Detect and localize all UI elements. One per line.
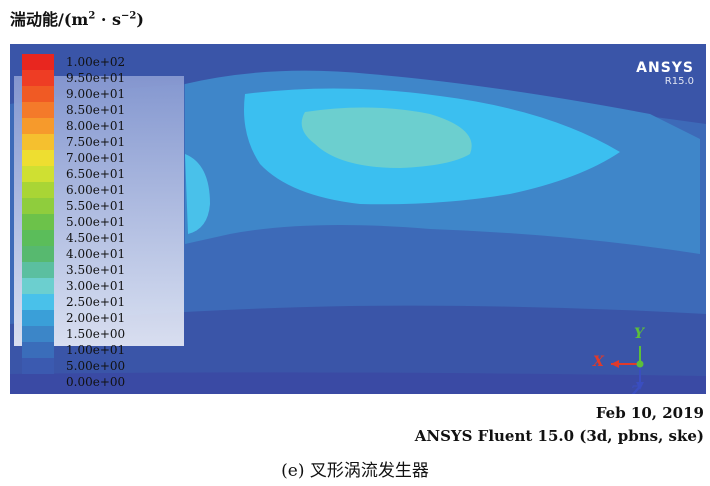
legend-swatch: [22, 54, 54, 70]
axis-triad-icon: [611, 346, 644, 390]
legend-label: 2.50e+01: [66, 295, 126, 309]
legend-label: 5.00e+01: [66, 215, 126, 229]
legend-label: 5.00e+00: [66, 359, 126, 373]
legend-swatch: [22, 342, 54, 358]
axis-z-label: Z: [631, 384, 642, 396]
axis-y-label: Y: [634, 326, 644, 342]
legend-label: 1.00e+02: [66, 55, 126, 69]
legend-swatch: [22, 214, 54, 230]
contour-viewport[interactable]: 1.00e+02 9.50e+01 9.00e+01 8.50e+01 8.00e+01…: [10, 44, 706, 396]
legend-swatch: [22, 134, 54, 150]
legend-swatch: [22, 86, 54, 102]
colorbar-legend: 1.00e+02 9.50e+01 9.00e+01 8.50e+01 8.00e+01…: [14, 54, 184, 390]
legend-swatch: [22, 70, 54, 86]
brand-name: ANSYS: [636, 60, 694, 76]
axis-triad[interactable]: Y X Z: [585, 326, 665, 396]
legend-swatch: [22, 310, 54, 326]
contour-field: [10, 44, 706, 396]
legend-swatch: [22, 278, 54, 294]
legend-swatch: [22, 326, 54, 342]
axis-x-label: X: [593, 354, 604, 370]
legend-swatch: [22, 118, 54, 134]
legend-swatches: [22, 54, 54, 390]
legend-swatch: [22, 262, 54, 278]
legend-label: 7.50e+01: [66, 135, 126, 149]
legend-label: 9.50e+01: [66, 71, 126, 85]
legend-label: 1.50e+00: [66, 327, 126, 341]
legend-swatch: [22, 198, 54, 214]
legend-label: 5.50e+01: [66, 199, 126, 213]
legend-swatch: [22, 294, 54, 310]
legend-label: 3.50e+01: [66, 263, 126, 277]
brand-version: R15.0: [664, 76, 694, 87]
legend-label: 4.50e+01: [66, 231, 126, 245]
colorbar-title: 湍动能/(m2 · s−2): [10, 10, 144, 29]
legend-swatch: [22, 150, 54, 166]
legend-swatch: [22, 102, 54, 118]
legend-label: 9.00e+01: [66, 87, 126, 101]
ansys-logo: ANSYS R15.0: [636, 60, 694, 87]
legend-swatch: [22, 374, 54, 390]
legend-label: 4.00e+01: [66, 247, 126, 261]
legend-label: 8.50e+01: [66, 103, 126, 117]
legend-swatch: [22, 230, 54, 246]
legend-label: 6.50e+01: [66, 167, 126, 181]
figure-caption: (e) 叉形涡流发生器: [281, 461, 429, 481]
legend-label: 1.00e+01: [66, 343, 126, 357]
viewport-bottom-margin: [10, 394, 706, 404]
legend-label: 0.00e+00: [66, 375, 126, 389]
footer-software: ANSYS Fluent 15.0 (3d, pbns, ske): [414, 427, 704, 445]
legend-label: 2.00e+01: [66, 311, 126, 325]
legend-swatch: [22, 182, 54, 198]
legend-swatch: [22, 246, 54, 262]
legend-label: 6.00e+01: [66, 183, 126, 197]
legend-labels: 1.00e+02 9.50e+01 9.00e+01 8.50e+01 8.00e+01…: [66, 54, 125, 390]
legend-swatch: [22, 166, 54, 182]
legend-label: 3.00e+01: [66, 279, 126, 293]
footer-date: Feb 10, 2019: [595, 404, 704, 422]
legend-label: 7.00e+01: [66, 151, 126, 165]
legend-label: 8.00e+01: [66, 119, 126, 133]
legend-swatch: [22, 358, 54, 374]
